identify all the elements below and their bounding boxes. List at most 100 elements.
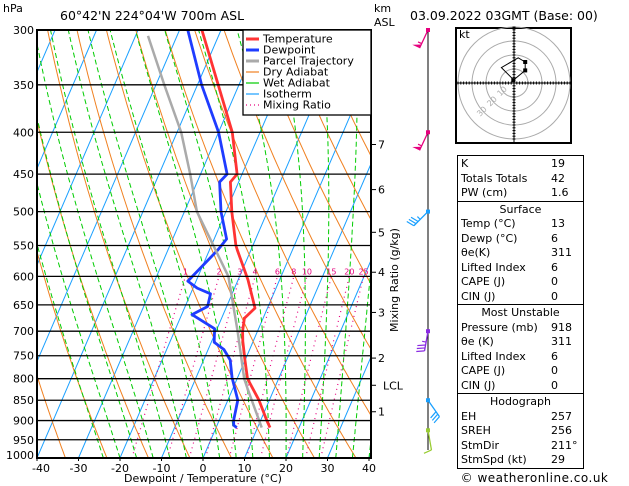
- surface-row: Lifted Index 6: [461, 261, 583, 276]
- mixing-ratio-label: 10: [302, 267, 312, 276]
- row-value: 311: [551, 335, 572, 348]
- wind-barb: [412, 28, 430, 49]
- legend-label: Parcel Trajectory: [263, 55, 354, 68]
- hodograph-point: [511, 78, 516, 83]
- legend-label: Isotherm: [263, 88, 312, 101]
- pressure-tick-label: 600: [13, 270, 34, 283]
- surface-row: CAPE (J) 0: [461, 275, 583, 290]
- row-label: Lifted Index: [461, 260, 526, 274]
- mixing-ratio-line: [320, 276, 365, 458]
- mixing-ratio-line: [259, 276, 308, 458]
- x-tick-label: -40: [32, 462, 50, 475]
- barb-half-feather: [417, 41, 422, 45]
- mixing-ratio-label: 6: [275, 267, 280, 276]
- row-label: Dewp (°C): [461, 231, 518, 245]
- row-label: K: [461, 157, 469, 170]
- dry-adiabat-line: [311, 30, 371, 158]
- row-label: Lifted Index: [461, 349, 526, 363]
- mixing-ratio-label: 15: [326, 267, 336, 276]
- wet-adiabat-line: [37, 41, 154, 458]
- wet-adiabat-line: [37, 241, 104, 458]
- row-value: 0: [551, 275, 558, 288]
- most_unstable-title: Most Unstable: [481, 306, 560, 319]
- barb-half-feather: [417, 143, 422, 147]
- wet-adiabat-line: [351, 262, 371, 458]
- row-label: PW (cm): [461, 186, 508, 199]
- isotherm-line: [37, 30, 222, 458]
- row-label: CAPE (J): [461, 275, 506, 288]
- mixing-ratio-line: [131, 276, 186, 458]
- legend-label: Temperature: [262, 33, 333, 46]
- row-label: θe(K): [461, 246, 491, 259]
- pressure-tick-label: 550: [13, 239, 34, 252]
- row-value: 13: [551, 217, 565, 230]
- wet-adiabat-line: [318, 30, 330, 458]
- most_unstable-row: Pressure (mb) 918: [461, 321, 583, 336]
- mixing-ratio-label: 4: [253, 267, 258, 276]
- surface-row: Dewp (°C) 6: [461, 232, 583, 247]
- most_unstable-row: θe (K) 311: [461, 335, 583, 350]
- mixing-ratio-label: 2: [216, 267, 221, 276]
- pressure-tick-label: 400: [13, 126, 34, 139]
- km-tick-label: 7: [378, 138, 385, 151]
- km-tick-label: LCL: [383, 379, 404, 392]
- barb-feather: [416, 350, 425, 353]
- mixing-ratio-line: [228, 276, 278, 458]
- x-tick-label: 30: [321, 462, 335, 475]
- row-label: Pressure (mb): [461, 320, 538, 334]
- indices-row: K 19: [461, 157, 583, 172]
- pressure-tick-label: 500: [13, 206, 34, 219]
- row-label: Temp (°C): [461, 217, 516, 230]
- pressure-tick-label: 450: [13, 168, 34, 181]
- row-value: 211°: [551, 438, 578, 452]
- surface-row: θe(K) 311: [461, 246, 583, 261]
- hodo_stats-row: StmDir 211°: [461, 439, 583, 454]
- most_unstable-row: CAPE (J) 0: [461, 364, 583, 379]
- wind-barb: [416, 329, 430, 353]
- most_unstable-row: CIN (J) 0: [461, 379, 583, 394]
- most-unstable-section: Most Unstable Pressure (mb) 918 θe (K) 311 Li…: [458, 305, 583, 394]
- legend-label: Dry Adiabat: [263, 66, 329, 79]
- mixing-ratio-axis-label: Mixing Ratio (g/kg): [388, 228, 401, 332]
- wet-adiabat-line: [37, 181, 121, 458]
- barb-feather: [433, 416, 440, 424]
- indices-row: Totals Totals 42: [461, 172, 583, 187]
- parcel-trajectory-line: [146, 35, 263, 429]
- row-label: EH: [461, 409, 477, 423]
- mixing-ratio-line: [204, 276, 256, 458]
- row-value: 256: [551, 424, 572, 437]
- barb-shaft: [427, 430, 433, 451]
- pressure-tick-label: 900: [13, 415, 34, 428]
- pressure-tick-label: 350: [13, 79, 34, 92]
- dewpoint-line: [186, 30, 240, 429]
- pressure-tick-label: 300: [13, 24, 34, 37]
- dry-adiabat-line: [606, 30, 629, 458]
- chart-title: 60°42'N 224°04'W 700m ASL: [60, 8, 244, 23]
- km-label: km: [374, 2, 391, 15]
- hodograph-point: [523, 60, 528, 64]
- km-tick-label: 3: [378, 306, 385, 319]
- legend-label: Wet Adiabat: [263, 77, 331, 90]
- barb-shaft: [427, 399, 441, 417]
- isotherm-line: [285, 259, 371, 458]
- barb-half-feather: [422, 340, 427, 343]
- indices-panel: K 19 Totals Totals 42 PW (cm) 1.6 Surface Temp…: [457, 155, 584, 469]
- dry-adiabat-line: [577, 30, 629, 458]
- row-value: 42: [551, 171, 565, 185]
- isotherm-line: [37, 30, 97, 170]
- hodo_stats-title: Hodograph: [490, 395, 551, 408]
- km-tick-label: 4: [378, 266, 385, 279]
- isotherm-line: [37, 30, 139, 267]
- barb-station: [426, 209, 430, 214]
- km-tick-label: 6: [378, 184, 385, 197]
- surface-section: Surface Temp (°C) 13 Dewp (°C) 6 θe(K) 311 Lift…: [458, 202, 583, 305]
- x-tick-label: 10: [238, 462, 252, 475]
- barb-feather: [423, 449, 432, 454]
- row-value: 6: [551, 349, 558, 363]
- row-label: θe (K): [461, 335, 494, 348]
- hodo_stats-row: SREH 256: [461, 424, 583, 439]
- barb-half-feather: [416, 216, 421, 220]
- row-value: 6: [551, 260, 558, 274]
- x-tick-label: 20: [279, 462, 293, 475]
